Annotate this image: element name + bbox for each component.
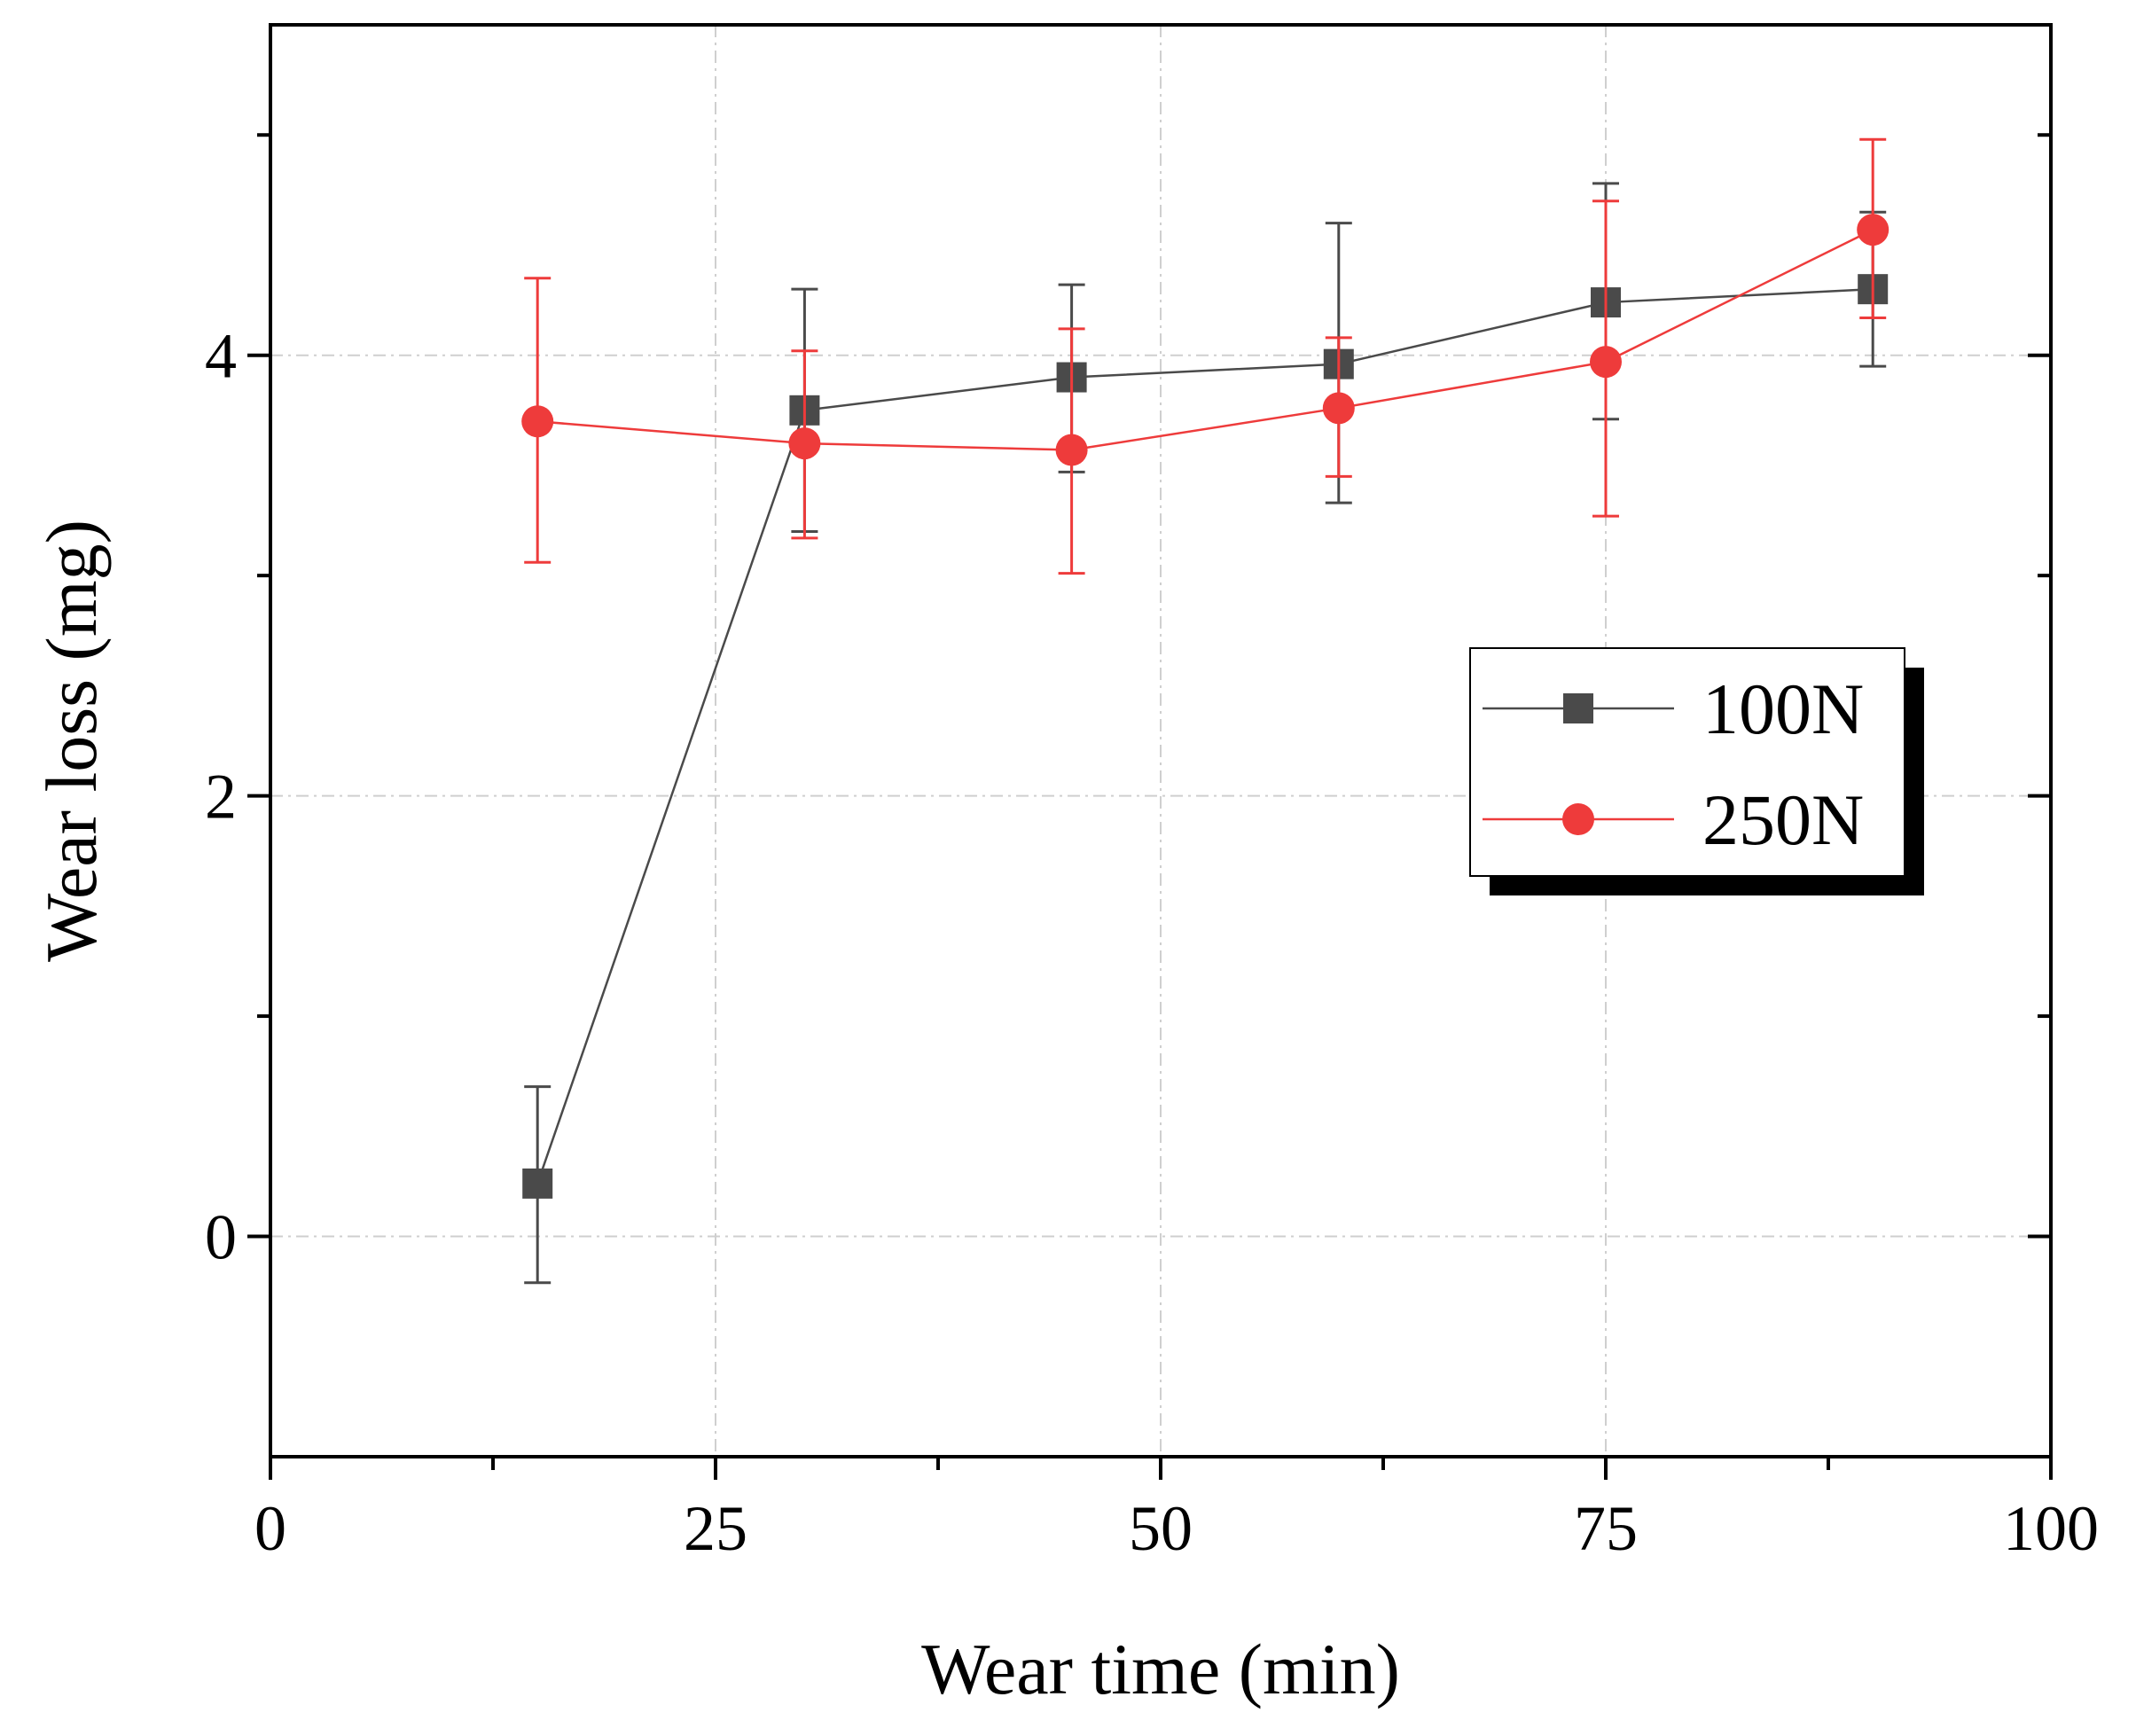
tick-labels: 0 25 50 75 100 0 2 4 <box>205 321 2099 1564</box>
x-tick-label: 100 <box>2003 1493 2099 1564</box>
data-point <box>1322 392 1355 425</box>
y-tick-label: 0 <box>205 1202 237 1273</box>
series <box>521 137 1890 1285</box>
x-tick-label: 0 <box>254 1493 286 1564</box>
series-line <box>536 287 1874 1185</box>
x-tick-label: 50 <box>1129 1493 1193 1564</box>
legend-marker <box>1563 693 1593 723</box>
legend-box <box>1469 647 1905 877</box>
data-point <box>1055 434 1088 466</box>
axis-ticks <box>247 133 2053 1480</box>
data-point <box>521 405 554 438</box>
y-tick-label: 2 <box>205 762 237 833</box>
x-tick-label: 75 <box>1574 1493 1638 1564</box>
legend: 100N 250N <box>1469 647 1924 895</box>
series-250N <box>521 137 1890 575</box>
data-point <box>522 1168 553 1199</box>
data-point <box>1590 346 1622 379</box>
x-axis-title: Wear time (min) <box>921 1629 1400 1709</box>
y-axis-title: Wear loss (mg) <box>31 520 112 962</box>
plot-area-frame <box>269 23 2053 1458</box>
legend-label: 100N <box>1702 669 1864 749</box>
legend-label: 250N <box>1702 779 1864 860</box>
data-point <box>1857 214 1890 246</box>
data-point <box>788 427 821 460</box>
y-tick-label: 4 <box>205 321 237 392</box>
x-tick-label: 25 <box>684 1493 747 1564</box>
legend-marker <box>1562 803 1594 835</box>
series-line <box>537 228 1874 451</box>
